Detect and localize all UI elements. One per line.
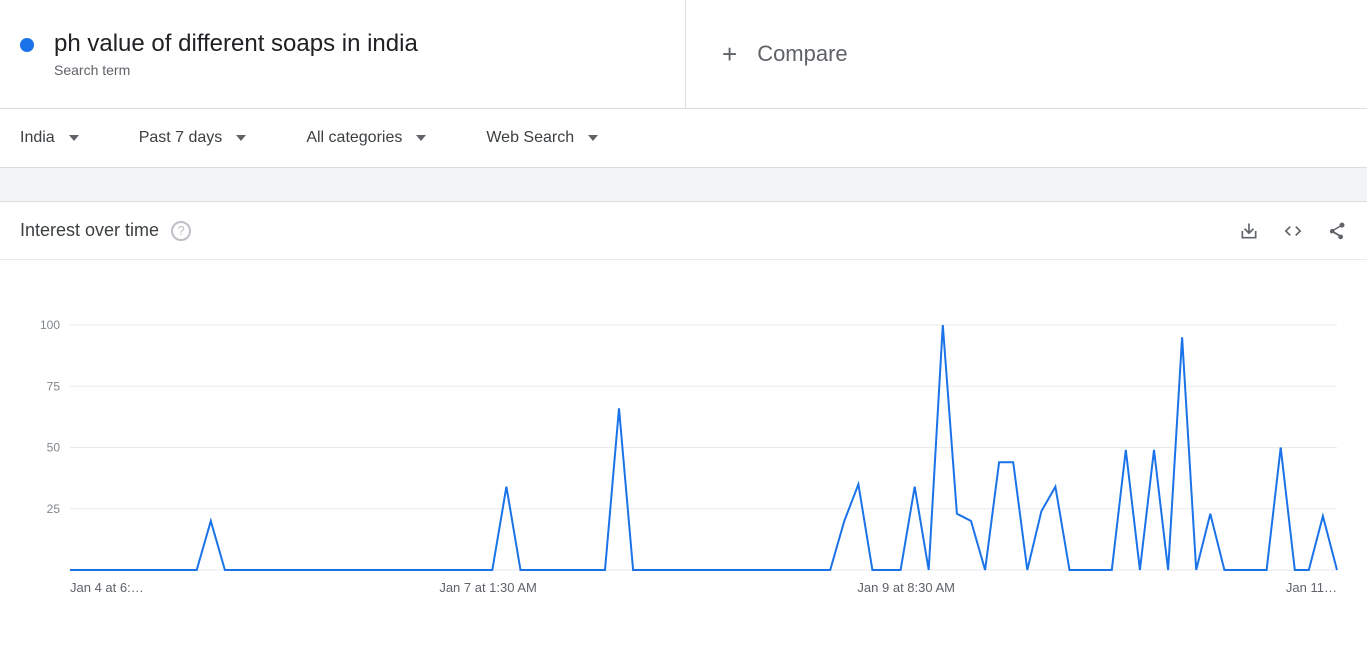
svg-text:Jan 7 at 1:30 AM: Jan 7 at 1:30 AM xyxy=(439,580,537,595)
filter-timeframe[interactable]: Past 7 days xyxy=(139,129,247,147)
svg-text:75: 75 xyxy=(47,379,61,393)
filter-searchtype-label: Web Search xyxy=(486,129,574,147)
plus-icon: + xyxy=(722,39,737,70)
filter-searchtype[interactable]: Web Search xyxy=(486,129,598,147)
chart-area: 25 50 75 100 Jan 4 at 6:… Jan 7 at 1:30 AM Jan… xyxy=(0,260,1367,610)
interest-chart: 25 50 75 100 Jan 4 at 6:… Jan 7 at 1:30 AM Jan… xyxy=(20,320,1347,600)
share-icon[interactable] xyxy=(1327,221,1347,241)
panel-title: Interest over time xyxy=(20,220,159,241)
compare-button[interactable]: + Compare xyxy=(686,0,1367,108)
filter-category-label: All categories xyxy=(306,129,402,147)
filters-row: India Past 7 days All categories Web Sea… xyxy=(0,109,1367,168)
chevron-down-icon xyxy=(416,135,426,141)
filter-region[interactable]: India xyxy=(20,129,79,147)
panel-header: Interest over time ? xyxy=(0,202,1367,260)
svg-text:Jan 11…: Jan 11… xyxy=(1286,580,1337,595)
svg-text:Jan 9 at 8:30 AM: Jan 9 at 8:30 AM xyxy=(857,580,955,595)
search-term: ph value of different soaps in india xyxy=(54,30,418,58)
embed-icon[interactable] xyxy=(1283,221,1303,241)
section-gap xyxy=(0,168,1367,202)
search-term-box[interactable]: ph value of different soaps in india Sea… xyxy=(0,0,686,108)
svg-text:Jan 4 at 6:…: Jan 4 at 6:… xyxy=(70,580,144,595)
search-subtitle: Search term xyxy=(54,62,418,78)
series-dot xyxy=(20,38,34,52)
filter-region-label: India xyxy=(20,129,55,147)
help-icon[interactable]: ? xyxy=(171,221,191,241)
svg-text:100: 100 xyxy=(40,320,60,332)
filter-category[interactable]: All categories xyxy=(306,129,426,147)
filter-timeframe-label: Past 7 days xyxy=(139,129,223,147)
chevron-down-icon xyxy=(236,135,246,141)
download-icon[interactable] xyxy=(1239,221,1259,241)
chevron-down-icon xyxy=(588,135,598,141)
chevron-down-icon xyxy=(69,135,79,141)
svg-text:50: 50 xyxy=(47,441,61,455)
compare-label: Compare xyxy=(757,41,847,67)
panel-actions xyxy=(1239,221,1347,241)
svg-text:25: 25 xyxy=(47,502,61,516)
